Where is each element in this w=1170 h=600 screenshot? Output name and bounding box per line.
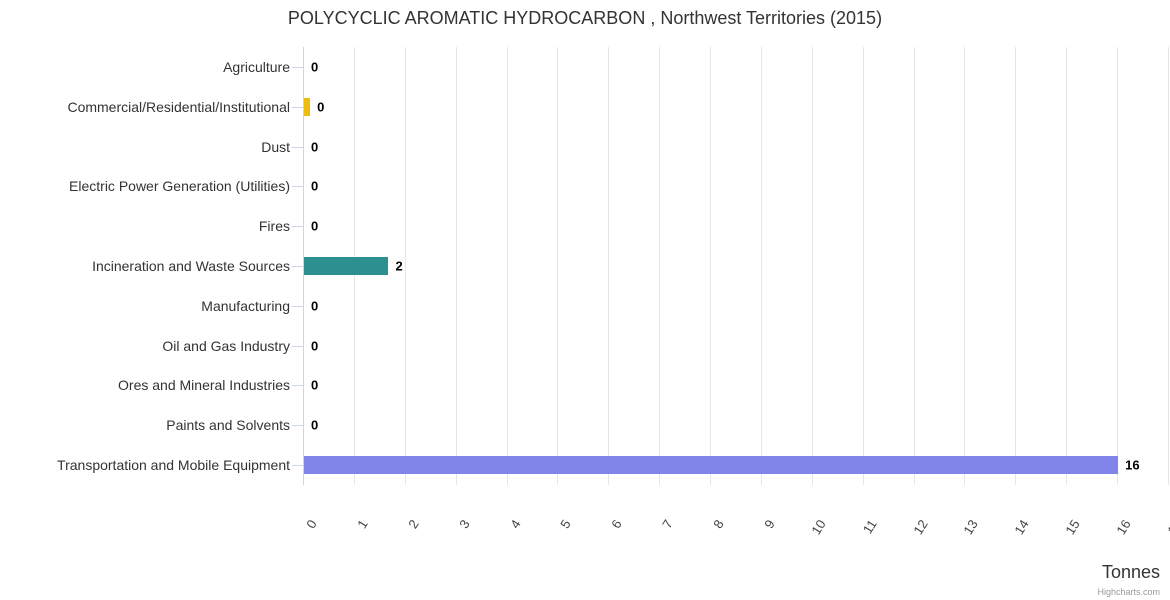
category-tick [292, 305, 303, 307]
category-tick [292, 345, 303, 347]
x-tick-label: 2 [404, 517, 422, 532]
grid-line [557, 47, 559, 485]
category-tick [292, 465, 303, 467]
category-label: Paints and Solvents [166, 417, 290, 434]
bar-value-label: 2 [395, 258, 403, 274]
grid-line [710, 47, 712, 485]
x-tick-label: 8 [710, 517, 727, 532]
bar-value-label: 0 [311, 298, 319, 314]
category-tick [292, 385, 303, 387]
grid-line [964, 47, 966, 485]
x-tick-label: 15 [1062, 517, 1083, 538]
grid-line [608, 47, 610, 485]
category-tick [292, 425, 303, 427]
value-axis-line [303, 47, 304, 485]
bar-incineration-and-waste-sources[interactable] [304, 257, 389, 275]
x-tick-label: 1 [354, 517, 371, 532]
x-tick-label: 5 [557, 517, 575, 532]
x-tick-label: 12 [909, 517, 931, 538]
bar-value-label: 0 [311, 338, 319, 354]
category-label: Transportation and Mobile Equipment [57, 457, 290, 474]
x-tick-label: 7 [659, 517, 676, 532]
bar-value-label: 0 [311, 59, 319, 75]
category-label: Oil and Gas Industry [162, 337, 290, 354]
category-tick [292, 106, 303, 108]
bar-value-label: 0 [311, 139, 319, 155]
bar-value-label: 0 [311, 218, 319, 234]
category-label: Manufacturing [201, 297, 290, 314]
highcharts-credit[interactable]: Highcharts.com [1097, 587, 1160, 597]
bar-value-label: 0 [317, 99, 325, 115]
grid-line [1117, 47, 1119, 485]
x-tick-label: 0 [303, 517, 320, 532]
category-label: Fires [258, 218, 290, 235]
grid-line [404, 47, 406, 485]
category-label: Commercial/Residential/Institutional [67, 98, 290, 115]
category-label: Electric Power Generation (Utilities) [69, 178, 290, 195]
x-tick-label: 14 [1011, 517, 1033, 538]
grid-line [760, 47, 762, 485]
bar-commercial-residential-institutional[interactable] [304, 97, 311, 116]
x-axis-title: Tonnes [1101, 562, 1160, 582]
grid-line [1066, 47, 1068, 485]
grid-line [506, 47, 508, 485]
grid-line [455, 47, 457, 485]
category-tick [292, 186, 303, 188]
x-tick-label: 3 [455, 517, 473, 532]
category-tick [292, 146, 303, 148]
category-tick [292, 226, 303, 228]
grid-line [862, 47, 864, 485]
bar-value-label: 0 [311, 417, 319, 433]
x-tick-label: 4 [506, 517, 524, 532]
x-tick-label: 11 [859, 517, 880, 537]
bar-value-label: 0 [311, 178, 319, 194]
category-tick [292, 66, 303, 68]
bar-transportation-and-mobile-equipment[interactable] [304, 456, 1119, 475]
grid-line [811, 47, 813, 485]
category-label: Agriculture [223, 58, 290, 75]
grid-line [1015, 47, 1017, 485]
category-label: Ores and Mineral Industries [118, 377, 290, 394]
grid-line [913, 47, 915, 485]
bar-value-label: 16 [1125, 457, 1140, 473]
plot-area [303, 47, 1169, 485]
chart-title: POLYCYCLIC AROMATIC HYDROCARBON , Northw… [287, 8, 883, 28]
bar-value-label: 0 [311, 377, 319, 393]
category-label: Incineration and Waste Sources [92, 258, 290, 274]
x-tick-label: 9 [761, 517, 778, 532]
x-tick-label: 17 [1164, 517, 1170, 538]
x-tick-label: 6 [608, 517, 626, 532]
x-tick-label: 13 [960, 517, 982, 538]
category-label: Dust [261, 138, 290, 155]
grid-line [659, 47, 661, 485]
x-tick-label: 16 [1113, 517, 1134, 538]
category-tick [292, 266, 303, 267]
grid-line [1168, 47, 1169, 485]
x-tick-label: 10 [808, 517, 829, 538]
